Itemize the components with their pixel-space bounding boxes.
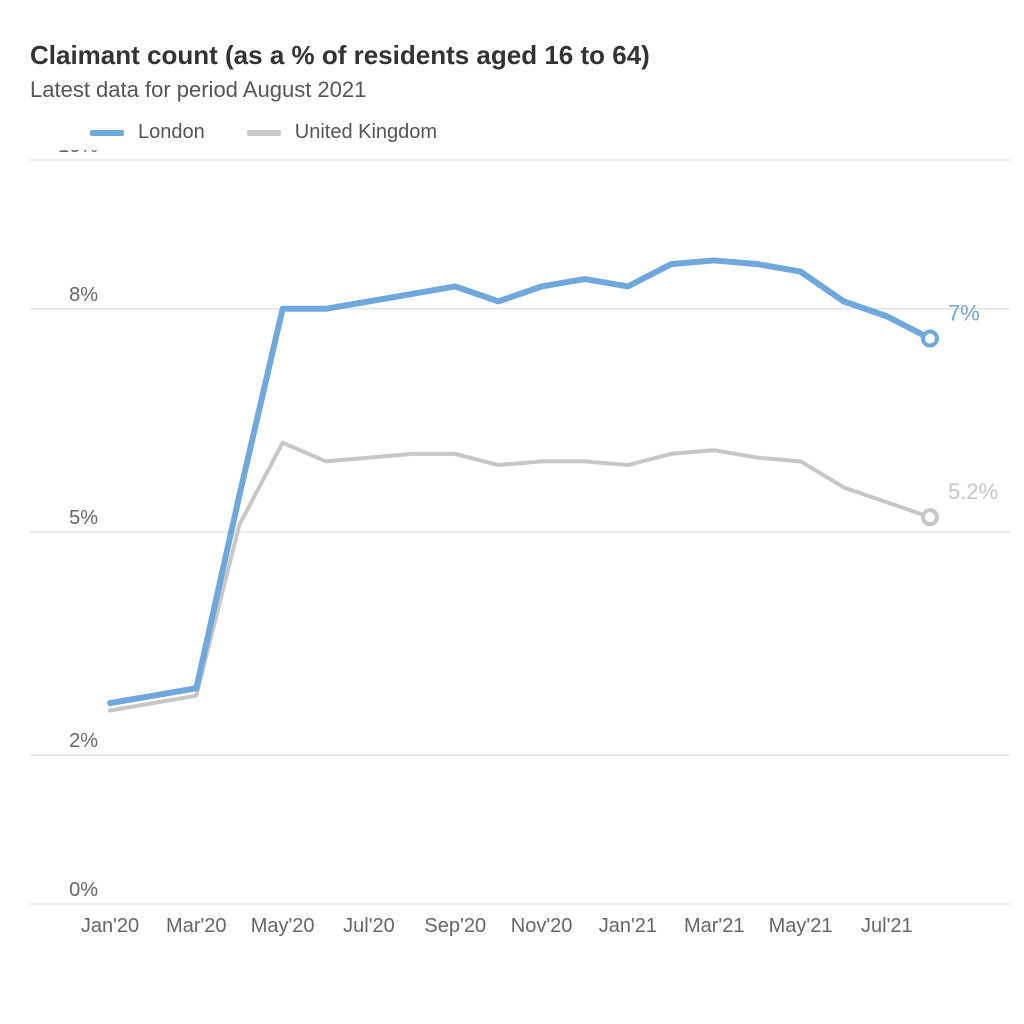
chart-area: 0% 2% 5% 8% 10% Jan'20 Mar'20 May'20 Jul'20 Sep'2… xyxy=(30,150,994,950)
legend-item-uk: United Kingdom xyxy=(247,121,437,144)
x-tick-label: May'20 xyxy=(251,915,315,937)
y-tick-label: 10% xyxy=(58,150,98,157)
end-value-label: 7% xyxy=(948,301,980,326)
x-tick-label: Mar'20 xyxy=(166,915,227,937)
series-line xyxy=(110,260,930,703)
legend-swatch xyxy=(90,130,124,136)
end-marker xyxy=(923,510,937,524)
y-tick-label: 0% xyxy=(69,879,98,901)
legend-label: United Kingdom xyxy=(295,121,437,144)
end-value-label: 5.2% xyxy=(948,479,998,504)
x-tick-label: Jul'21 xyxy=(861,915,913,937)
y-tick-label: 2% xyxy=(69,730,98,752)
x-tick-label: Nov'20 xyxy=(511,915,573,937)
series-line xyxy=(110,443,930,711)
line-chart: 0% 2% 5% 8% 10% Jan'20 Mar'20 May'20 Jul'20 Sep'2… xyxy=(30,150,1010,950)
x-tick-label: Jan'20 xyxy=(81,915,139,937)
x-tick-label: May'21 xyxy=(769,915,833,937)
chart-subtitle: Latest data for period August 2021 xyxy=(30,77,994,103)
x-tick-label: Jul'20 xyxy=(343,915,395,937)
end-marker xyxy=(923,332,937,346)
legend: London United Kingdom xyxy=(90,121,994,144)
x-tick-label: Sep'20 xyxy=(424,915,486,937)
y-tick-label: 8% xyxy=(69,284,98,306)
legend-label: London xyxy=(138,121,205,144)
x-tick-label: Mar'21 xyxy=(684,915,745,937)
x-tick-label: Jan'21 xyxy=(599,915,657,937)
y-tick-label: 5% xyxy=(69,507,98,529)
legend-item-london: London xyxy=(90,121,205,144)
chart-title: Claimant count (as a % of residents aged… xyxy=(30,40,994,71)
legend-swatch xyxy=(247,130,281,136)
